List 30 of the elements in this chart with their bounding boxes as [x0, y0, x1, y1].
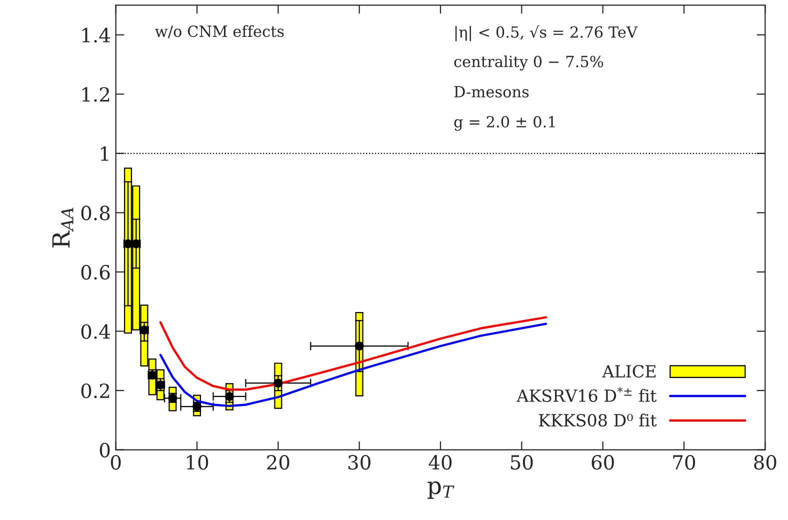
annotation: g = 2.0 ± 0.1: [454, 116, 555, 131]
legend-label: ALICE: [602, 365, 656, 378]
x-tick-label: 50: [510, 455, 533, 470]
y-tick-label: 1.4: [82, 28, 110, 43]
legend-label: AKSRV16 D$^{*±}$ fit: [516, 387, 657, 402]
point: [354, 342, 364, 351]
y-tick-label: 0.8: [81, 206, 110, 220]
x-tick-label: 60: [592, 455, 614, 470]
y-tick-label: 1.2: [82, 87, 110, 102]
y-tick-label: 0.6: [81, 264, 110, 280]
y-tick-label: 0: [100, 442, 110, 458]
annotation: D-mesons: [454, 86, 529, 98]
y-axis-title: R$_{AA}$: [52, 208, 74, 248]
x-axis-title: p$_{T}$: [428, 481, 454, 499]
legend-label: KKKS08 D⁰ fit: [538, 414, 657, 427]
annotation: |η| < 0.5, √s = 2.76 TeV: [455, 25, 638, 42]
x-tick-label: 20: [267, 455, 290, 470]
x-tick-label: 70: [673, 455, 696, 470]
x-tick-label: 40: [428, 455, 452, 470]
x-tick-label: 80: [754, 455, 776, 470]
annotation: w/o CNM effects: [155, 25, 284, 38]
line-series: [159, 316, 548, 391]
point: [274, 378, 283, 388]
x-tick-label: 10: [187, 455, 208, 470]
y-tick-label: 0.2: [81, 383, 110, 398]
x-tick-label: 30: [348, 455, 370, 470]
x-tick-label: 0: [110, 455, 121, 470]
y-tick-label: 0.4: [81, 324, 110, 339]
y-tick-label: 1: [100, 146, 108, 161]
annotation: centrality 0 − 7.5%: [454, 55, 604, 70]
